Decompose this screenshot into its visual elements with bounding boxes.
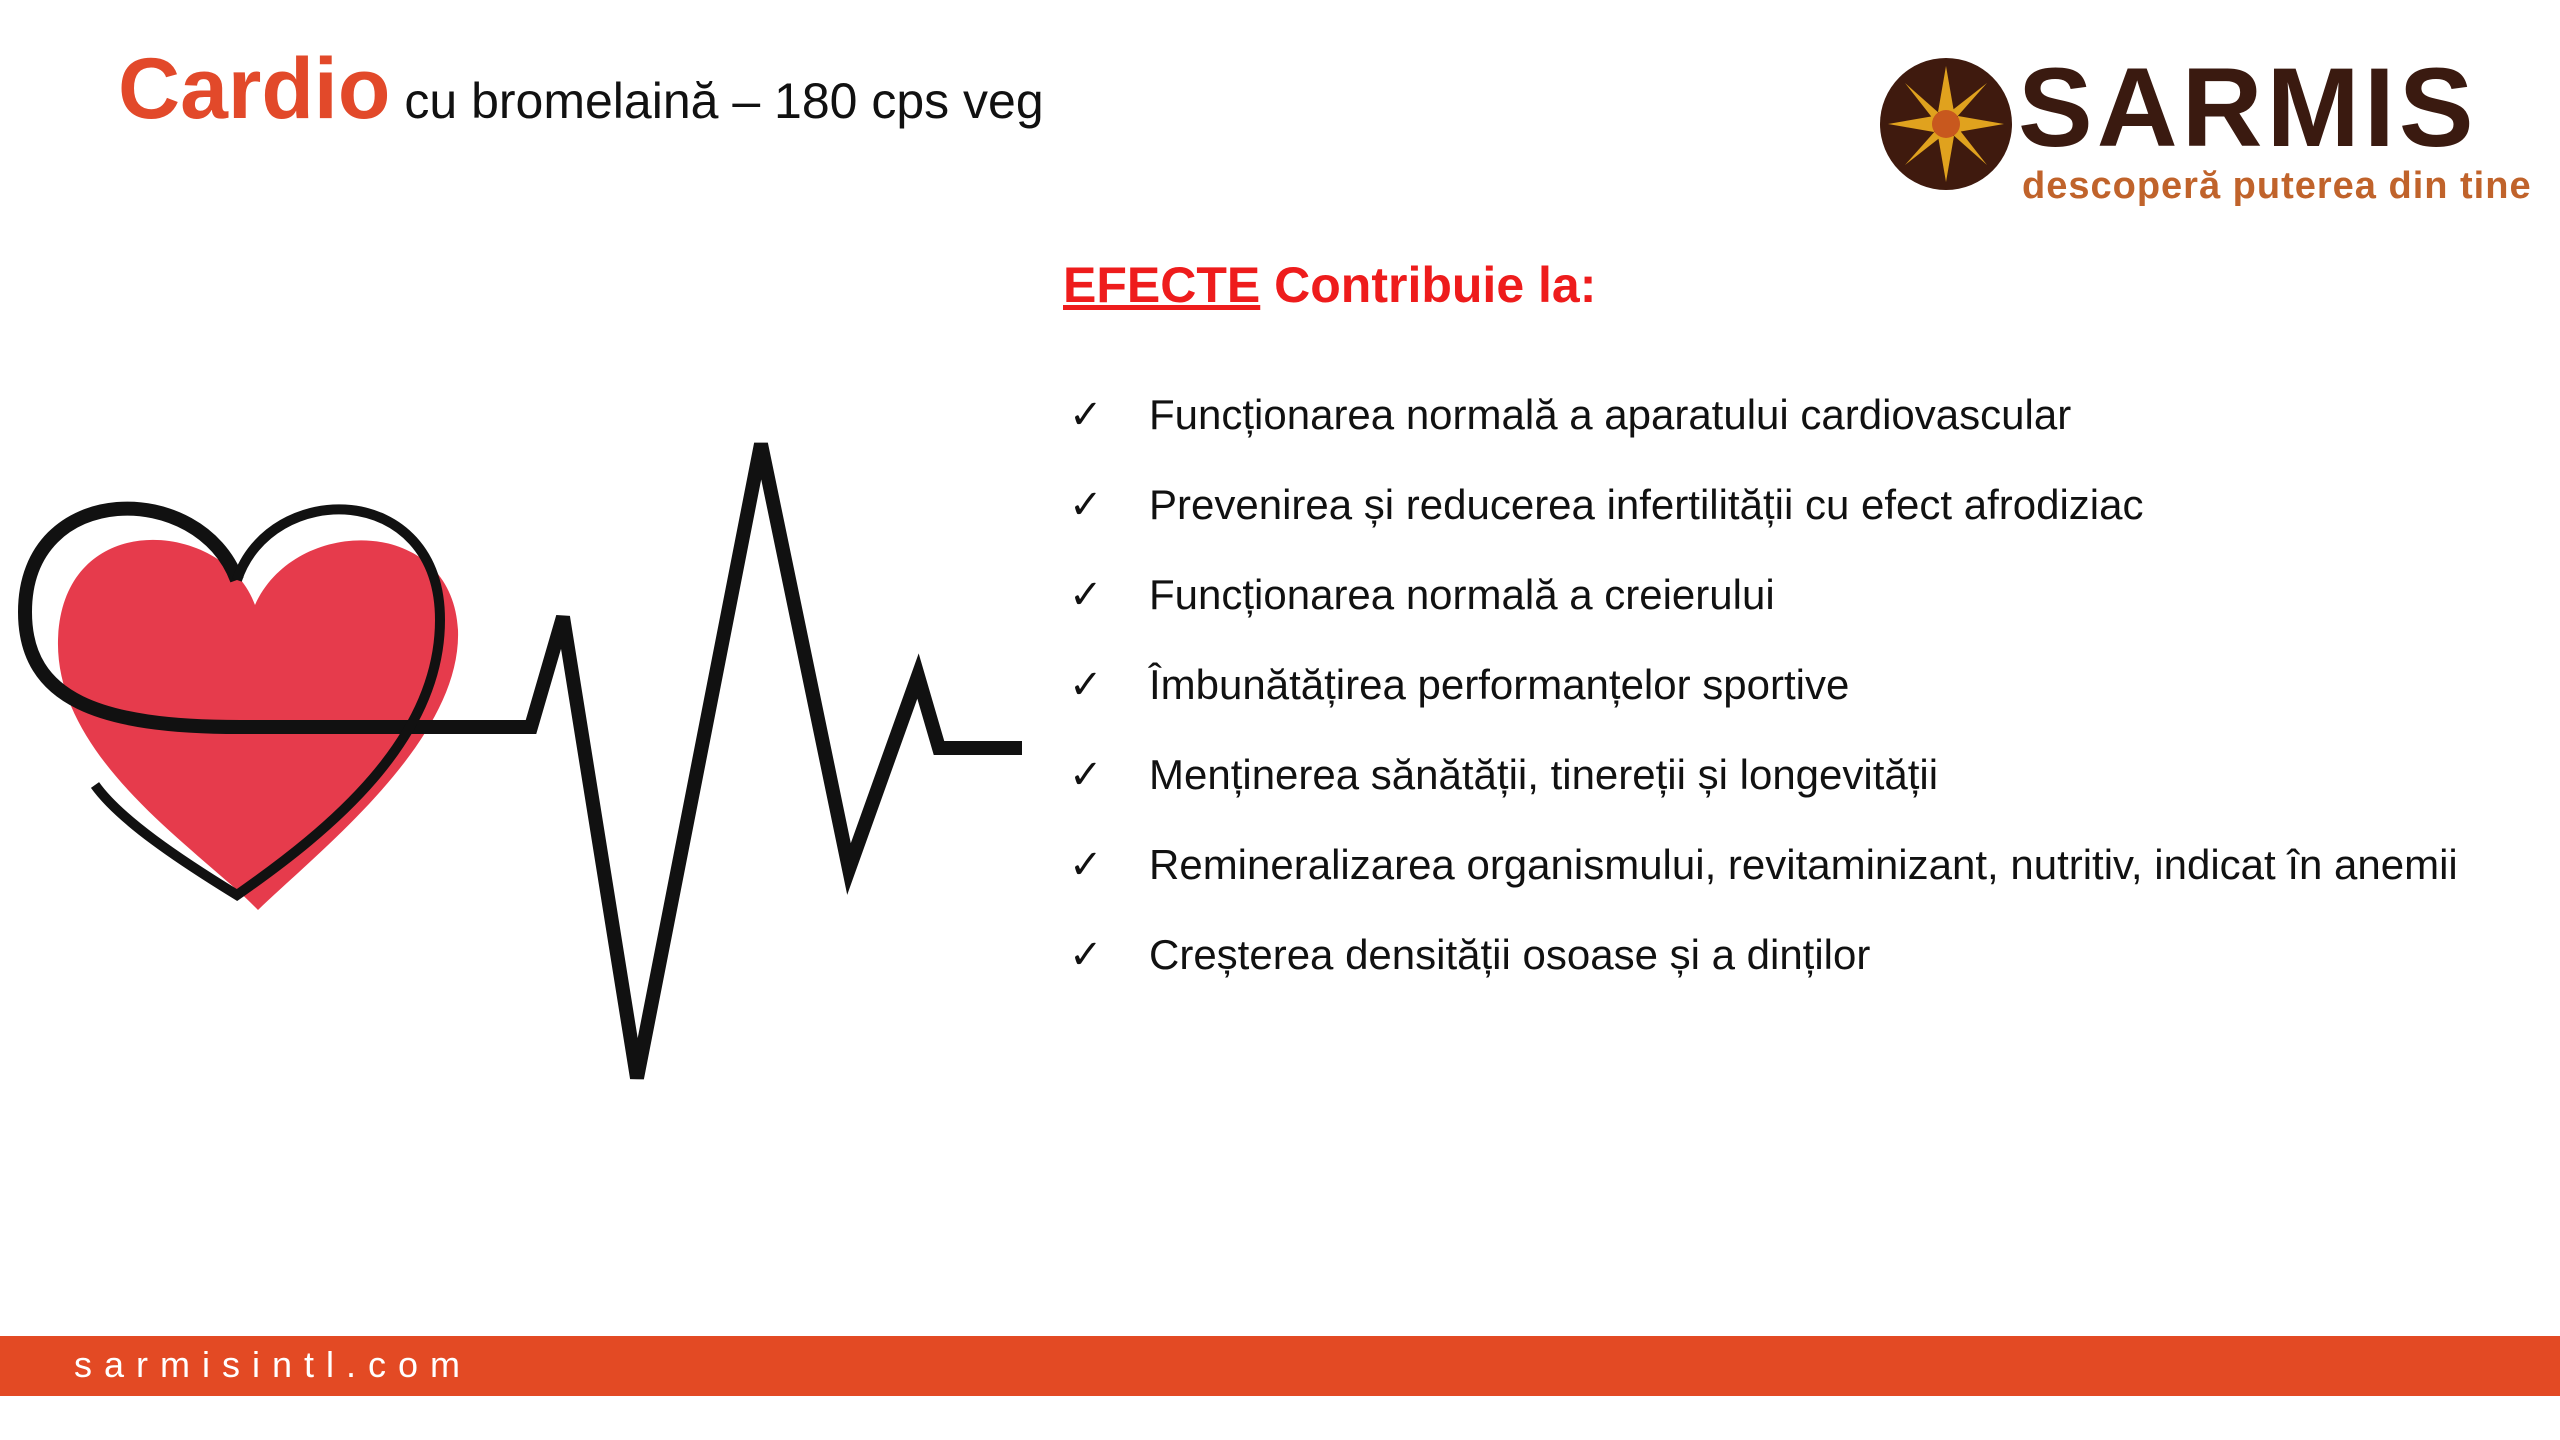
check-icon: ✓ — [1069, 933, 1103, 977]
list-item: ✓ Creșterea densității osoase și a dințil… — [1063, 910, 2483, 1000]
effects-heading-rest: Contribuie la: — [1274, 257, 1597, 313]
list-item: ✓ Funcționarea normală a aparatului cardi… — [1063, 370, 2483, 460]
footer-bar: sarmisintl.com — [0, 1336, 2560, 1396]
check-icon: ✓ — [1069, 753, 1103, 797]
website-link[interactable]: sarmisintl.com — [74, 1344, 473, 1385]
heart-outline — [90, 504, 446, 901]
check-icon: ✓ — [1069, 573, 1103, 617]
list-item: ✓ Funcționarea normală a creierului — [1063, 550, 2483, 640]
check-icon: ✓ — [1069, 483, 1103, 527]
list-item: ✓ Îmbunătățirea performanțelor sportive — [1063, 640, 2483, 730]
effects-list: ✓ Funcționarea normală a aparatului cardi… — [1063, 370, 2483, 1000]
list-item: ✓ Prevenirea și reducerea infertilității … — [1063, 460, 2483, 550]
list-item: ✓ Menținerea sănătății, tinereții și long… — [1063, 730, 2483, 820]
heartbeat-line — [17, 442, 1022, 1080]
list-item: ✓ Remineralizarea organismului, revitamin… — [1063, 820, 2483, 910]
effects-heading: EFECTE Contribuie la: — [1063, 256, 1596, 314]
slide-title: Cardio cu bromelaină – 180 cps veg — [118, 40, 1044, 139]
heart-heartbeat-illustration — [17, 442, 1022, 1080]
product-subtitle: cu bromelaină – 180 cps veg — [404, 73, 1044, 129]
product-name: Cardio — [118, 41, 391, 137]
check-icon: ✓ — [1069, 843, 1103, 887]
logo-wordmark: SARMIS — [2018, 45, 2478, 170]
check-icon: ✓ — [1069, 663, 1103, 707]
effects-heading-label: EFECTE — [1063, 257, 1261, 313]
logo-tagline: descoperă puterea din tine — [2022, 165, 2532, 207]
sun-emblem-icon — [1880, 58, 2012, 190]
sarmis-logo: SARMIS descoperă puterea din tine — [1878, 52, 2548, 212]
check-icon: ✓ — [1069, 393, 1103, 437]
